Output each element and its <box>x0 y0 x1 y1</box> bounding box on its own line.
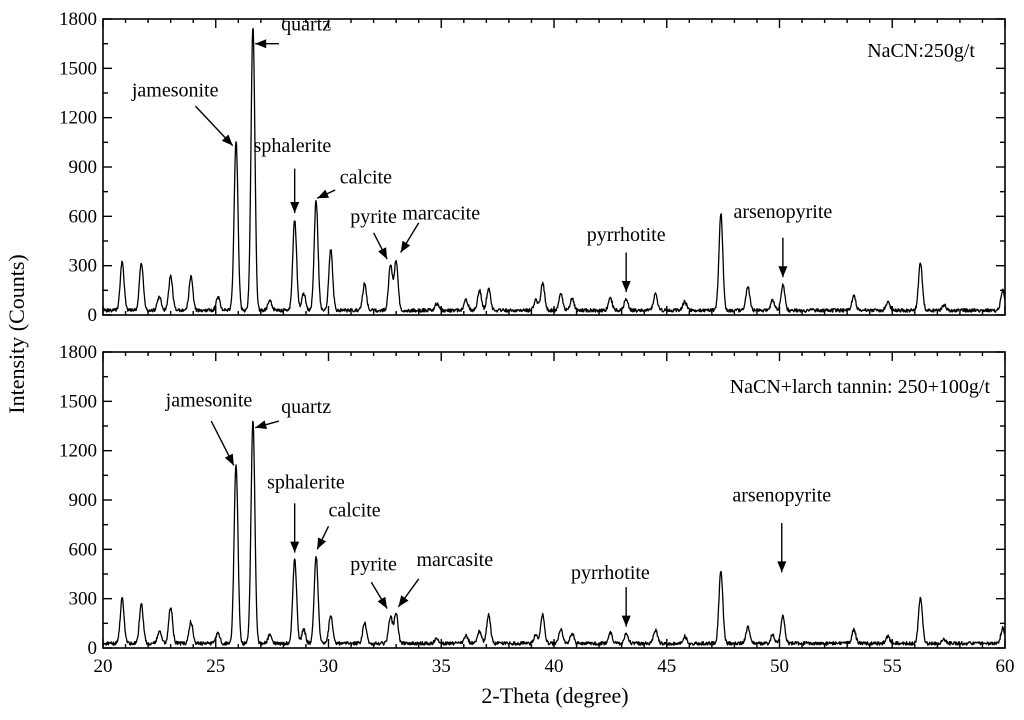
arrow-head <box>621 281 631 292</box>
annotation-pyrrhotite: pyrrhotite <box>587 224 666 292</box>
annotation-marcasite: marcasite <box>397 549 493 608</box>
annotation-label: pyrrhotite <box>587 224 666 246</box>
x-tick-label: 55 <box>883 656 902 677</box>
arrow-head <box>377 596 388 609</box>
x-tick-label: 30 <box>319 656 338 677</box>
panel-label: NaCN+larch tannin: 250+100g/t <box>730 376 991 398</box>
annotation-quartz: quartz <box>255 14 331 49</box>
annotation-label: jamesonite <box>165 389 253 411</box>
annotation-label: sphalerite <box>267 471 345 493</box>
y-tick-label: 1200 <box>59 108 97 129</box>
arrow-head <box>378 247 388 260</box>
annotation-jamesonite: jamesonite <box>131 79 234 147</box>
y-tick-label: 1500 <box>59 391 97 412</box>
panel-bottom: 0 300 600 900 1200 1500 1800 20 25 30 35 40 45 50 55 60… <box>59 342 1015 677</box>
x-tick-label: 40 <box>545 656 564 677</box>
annotation-label: jamesonite <box>131 79 219 101</box>
panel-top: 0 300 600 900 1200 1500 1800 NaCN:250g/t quartz j… <box>59 9 1006 326</box>
arrow-head <box>398 595 409 607</box>
annotation-label: sphalerite <box>254 135 332 157</box>
y-tick-label: 1800 <box>59 9 97 30</box>
arrow-head <box>400 240 411 253</box>
annotation-label: pyrrhotite <box>571 562 650 584</box>
x-tick-label: 60 <box>996 656 1015 677</box>
y-tick-label: 0 <box>88 638 98 659</box>
x-tick-label: 35 <box>432 656 451 677</box>
y-tick-label: 900 <box>69 490 98 511</box>
x-tick-label: 25 <box>206 656 225 677</box>
annotation-label: quartz <box>281 14 331 36</box>
annotation-calcite: calcite <box>316 166 392 199</box>
plot-frame <box>102 18 1006 316</box>
y-tick-label: 300 <box>69 589 98 610</box>
arrow-head <box>778 266 788 278</box>
y-tick-label: 0 <box>88 305 98 326</box>
x-axis-title: 2-Theta (degree) <box>481 683 628 708</box>
x-tick-label: 45 <box>657 656 676 677</box>
x-tick-label: 20 <box>94 656 113 677</box>
y-tick-label: 1800 <box>59 342 97 363</box>
y-tick-label: 1500 <box>59 58 97 79</box>
annotation-label: pyrite <box>350 554 397 576</box>
arrow-head <box>221 134 233 146</box>
y-tick-label: 300 <box>69 256 98 277</box>
y-tick-label: 1200 <box>59 441 97 462</box>
annotation-label: calcite <box>340 166 392 188</box>
annotation-label: marcacite <box>402 203 480 225</box>
annotation-pyrite: pyrite <box>350 554 397 609</box>
annotation-label: arsenopyrite <box>732 485 831 507</box>
annotation-jamesonite: jamesonite <box>165 389 253 466</box>
annotation-label: pyrite <box>350 206 397 228</box>
arrow-head <box>290 202 300 213</box>
annotation-label: marcasite <box>416 549 493 571</box>
annotation-arsenopyrite: arsenopyrite <box>733 201 832 278</box>
annotation-label: calcite <box>329 499 381 521</box>
annotation-sphalerite: sphalerite <box>254 135 332 214</box>
xrd-trace <box>102 420 1006 646</box>
arrow-head <box>317 189 330 199</box>
arrow-head <box>224 453 234 466</box>
annotation-quartz: quartz <box>255 396 331 429</box>
annotation-arsenopyrite: arsenopyrite <box>732 485 831 573</box>
annotation-pyrrhotite: pyrrhotite <box>571 562 650 627</box>
y-tick-label: 600 <box>69 539 98 560</box>
xrd-trace <box>102 27 1006 313</box>
panel-label: NaCN:250g/t <box>867 40 975 62</box>
arrow-head <box>255 420 267 429</box>
annotation-calcite: calcite <box>316 499 381 550</box>
annotation-pyrite: pyrite <box>350 206 397 260</box>
x-tick-label: 50 <box>770 656 789 677</box>
arrow-head <box>255 39 267 49</box>
annotation-marcacite: marcacite <box>400 203 480 253</box>
arrow-head <box>290 541 300 553</box>
y-axis-title: Intensity (Counts) <box>4 254 29 414</box>
y-tick-label: 900 <box>69 157 98 178</box>
arrow-head <box>317 537 327 550</box>
annotation-label: quartz <box>281 396 331 418</box>
arrow-head <box>777 561 787 573</box>
y-tick-label: 600 <box>69 206 98 227</box>
annotation-sphalerite: sphalerite <box>267 471 345 553</box>
arrow-head <box>621 615 631 627</box>
annotation-label: arsenopyrite <box>733 201 832 223</box>
